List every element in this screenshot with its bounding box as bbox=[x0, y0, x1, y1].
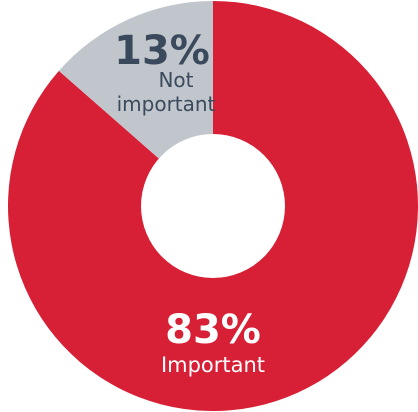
donut-hole bbox=[141, 134, 285, 278]
slice-important-value-label: 83% bbox=[165, 307, 261, 353]
slice-important-category-label: Important bbox=[161, 353, 265, 377]
slice-not-important-category-label-line2: important bbox=[117, 92, 216, 116]
slice-not-important-value-label: 13% bbox=[114, 28, 210, 74]
slice-not-important-category-label-line1: Not bbox=[158, 68, 193, 92]
